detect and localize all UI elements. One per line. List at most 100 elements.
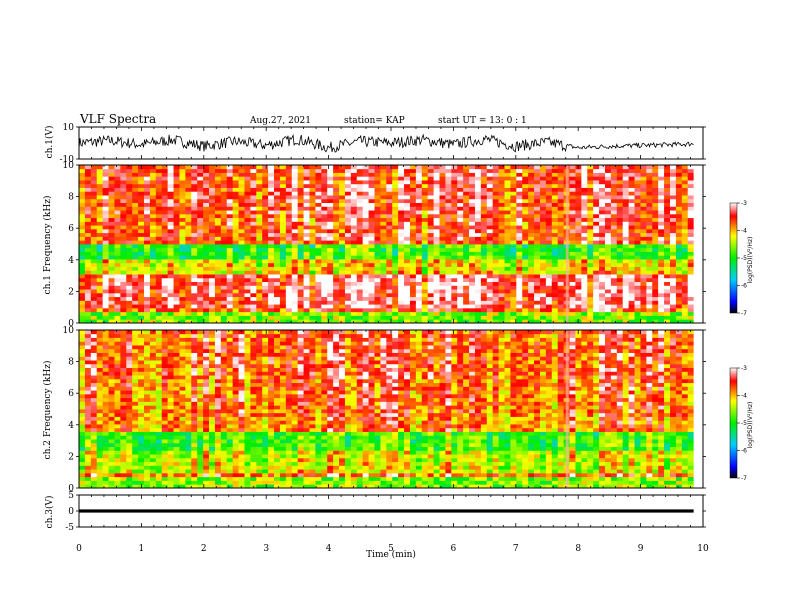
ch1-spectrogram-cell [84, 240, 92, 245]
ch1-spectrogram-cell [368, 296, 375, 301]
ch1-spectrogram-cell [687, 168, 695, 173]
ch1-spectrogram-cell [185, 228, 192, 234]
ch2-spectrogram-cell [96, 446, 104, 451]
ch1-spectrogram-cell [569, 183, 576, 188]
ch2-spectrogram-cell [120, 409, 127, 414]
ch1-spectrogram-cell [262, 296, 269, 301]
ch2-spectrogram-cell [96, 393, 104, 399]
ch2-spectrogram-cell [126, 345, 133, 350]
ch2-spectrogram-cell [79, 457, 86, 463]
ch1-spectrogram-cell [516, 206, 523, 211]
ch1-spectrogram-cell [675, 251, 683, 256]
ch1-spectrogram-cell [114, 247, 121, 252]
ch2-spectrogram-cell [84, 435, 92, 440]
ch1-spectrogram-cell [339, 191, 346, 196]
ch2-spectrogram-cell [90, 378, 98, 384]
ch2-spectrogram-cell [84, 330, 92, 335]
ch1-spectrogram-cell [587, 255, 594, 260]
ch1-spectrogram-cell [268, 244, 275, 249]
ch1-spectrogram-cell [179, 232, 186, 237]
ch1-spectrogram-cell [670, 304, 677, 309]
ch1-spectrogram-cell [285, 307, 293, 313]
ch2-spectrogram-cell [120, 333, 127, 338]
ch1-spectrogram-cell [386, 187, 393, 192]
ch1-spectrogram-cell [646, 206, 653, 211]
ch1-spectrogram-cell [593, 292, 600, 298]
ch1-spectrogram-cell [268, 187, 275, 192]
ch1-spectrogram-cell [120, 172, 127, 177]
ch1-spectrogram-cell [486, 225, 494, 230]
ch1-spectrogram-cell [557, 292, 565, 298]
ch1-spectrogram-cell [274, 183, 281, 188]
ch1-spectrogram-cell [368, 180, 375, 185]
ch1-spectrogram-cell [149, 198, 157, 204]
ch1-spectrogram-cell [197, 210, 204, 215]
ch1-spectrogram-cell [220, 228, 228, 234]
ch1-spectrogram-cell [214, 259, 222, 264]
ch1-spectrogram-cell [220, 198, 228, 204]
ch1-spectrogram-cell [120, 285, 127, 290]
ch1-spectrogram-cell [616, 244, 624, 249]
ch1-spectrogram-cell [238, 202, 245, 207]
ch1-spectrogram-cell [185, 213, 192, 219]
ch1-spectrogram-cell [191, 225, 198, 230]
ch1-spectrogram-cell [439, 255, 446, 260]
ch1-spectrogram-cell [356, 176, 364, 181]
ch1-spectrogram-cell [203, 225, 210, 230]
ch1-spectrogram-cell [144, 168, 151, 173]
ch2-spectrogram-cell [108, 356, 115, 361]
ch1-spectrogram-cell [675, 195, 683, 200]
ch1-spectrogram-cell [108, 232, 115, 237]
ch1-spectrogram-cell [652, 255, 659, 260]
ch1-spectrogram-cell [640, 240, 647, 245]
ch2-spectrogram-cell [120, 484, 127, 489]
ch1-spectrogram-cell [155, 221, 163, 226]
ch1-spectrogram-cell [226, 225, 234, 230]
ch1-spectrogram-cell [670, 228, 677, 234]
ch1-spectrogram-cell [545, 236, 553, 241]
ch1-spectrogram-cell [492, 255, 500, 260]
ch1-spectrogram-cell [309, 225, 316, 230]
ch1-spectrogram-cell [469, 183, 476, 188]
ch1-spectrogram-cell [474, 165, 482, 170]
ch1-spectrogram-cell [155, 266, 163, 271]
ch1-spectrogram-cell [327, 183, 334, 188]
ch1-spectrogram-cell [504, 168, 511, 173]
ch1-spectrogram-cell [528, 191, 535, 196]
ch1-spectrogram-cell [144, 221, 151, 226]
ch1-spectrogram-cell [197, 206, 204, 211]
ch2-spectrogram-cell [96, 363, 104, 369]
ch1-spectrogram-cell [209, 304, 216, 309]
ch1-spectrogram-cell [138, 244, 145, 249]
ch1-spectrogram-cell [327, 232, 334, 237]
ch1-spectrogram-cell [120, 180, 127, 185]
ch1-spectrogram-cell [445, 165, 452, 170]
ch1-spectrogram-cell [528, 183, 535, 188]
ch1-spectrogram-cell [386, 285, 393, 290]
ch1-spectrogram-cell [439, 176, 446, 181]
ch1-spectrogram-cell [274, 172, 281, 177]
ch1-spectrogram-cell [102, 187, 109, 192]
ch1-spectrogram-cell [404, 168, 411, 173]
ch1-spectrogram-cell [569, 232, 576, 237]
ch1-spectrogram-cell [640, 319, 647, 324]
ch1-spectrogram-cell [155, 300, 163, 305]
ch1-spectrogram-cell [226, 281, 234, 286]
ch1-spectrogram-cell [179, 281, 186, 286]
ch1-spectrogram-cell [132, 289, 139, 294]
ch1-spectrogram-cell [658, 300, 665, 305]
ch1-spectrogram-cell [409, 187, 417, 192]
ch1-spectrogram-cell [90, 285, 98, 290]
ch2-spectrogram-cell [84, 431, 92, 436]
ch1-spectrogram-cell [439, 266, 446, 271]
ch1-spectrogram-cell [250, 206, 257, 211]
ch1-spectrogram-cell [474, 266, 482, 271]
ch1-spectrogram-cell [368, 202, 375, 207]
ch1-spectrogram-cell [575, 307, 582, 313]
ch1-spectrogram-cell [315, 262, 322, 267]
ch1-spectrogram-cell [404, 191, 411, 196]
ch1-spectrogram-cell [551, 307, 559, 313]
ch1-spectrogram-cell [256, 255, 263, 260]
ch1-spectrogram-cell [646, 315, 653, 320]
ch1-spectrogram-cell [79, 213, 86, 219]
